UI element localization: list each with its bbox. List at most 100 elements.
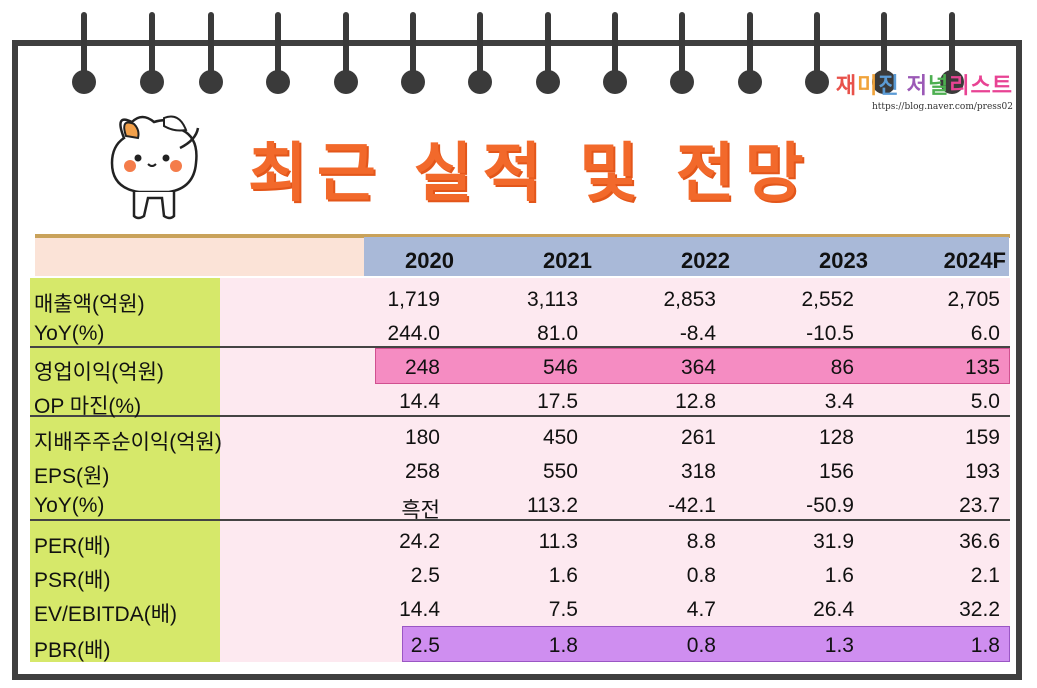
row-label: OP 마진(%)	[34, 395, 142, 418]
table-cell: 2.5	[410, 634, 440, 657]
table-cell: 2.5	[410, 564, 440, 587]
row-label: PSR(배)	[34, 569, 111, 592]
pbr-highlight	[402, 626, 1010, 662]
binder-ring	[70, 12, 98, 107]
row-label: PER(배)	[34, 535, 111, 558]
table-cell: 1.8	[548, 634, 578, 657]
table-row: YoY(%) 흑전 113.2 -42.1 -50.9 23.7	[30, 488, 1010, 522]
binder-ring	[197, 12, 225, 107]
binder-ring	[332, 12, 360, 107]
binder-ring	[466, 12, 494, 107]
table-cell: 550	[542, 460, 578, 483]
binder-ring	[264, 12, 292, 107]
row-label: EV/EBITDA(배)	[34, 603, 178, 626]
table-cell: 261	[680, 426, 716, 449]
table-cell: -50.9	[806, 494, 854, 517]
table-row: EV/EBITDA(배) 14.4 7.5 4.7 26.4 32.2	[30, 592, 1010, 626]
table-row: 지배주주순이익(억원) 180 450 261 128 159	[30, 420, 1010, 454]
table-cell: 2.1	[970, 564, 1000, 587]
table-row: PBR(배) 2.5 1.8 0.8 1.3 1.8	[30, 628, 1010, 662]
table-cell: 546	[542, 356, 578, 379]
table-cell: 1.6	[824, 564, 854, 587]
table-cell: 86	[830, 356, 854, 379]
table-cell: 32.2	[959, 598, 1000, 621]
table-cell: 11.3	[538, 530, 578, 553]
binder-ring	[399, 12, 427, 107]
table-cell: 0.8	[686, 634, 716, 657]
table-cell: -10.5	[806, 322, 854, 345]
watermark-char: 재	[835, 73, 858, 98]
table-cell: 14.4	[399, 390, 440, 413]
row-label: YoY(%)	[34, 322, 105, 345]
watermark-char: 미	[857, 73, 879, 98]
table-row: PSR(배) 2.5 1.6 0.8 1.6 2.1	[30, 558, 1010, 592]
table-cell: 0.8	[686, 564, 716, 587]
row-label: EPS(원)	[34, 465, 110, 488]
table-cell: 3.4	[824, 390, 854, 413]
row-label: PBR(배)	[34, 639, 111, 662]
table-cell: 2,705	[947, 288, 1000, 311]
binder-ring	[601, 12, 629, 107]
table-cell: 156	[818, 460, 854, 483]
watermark-char: 널	[928, 73, 950, 98]
table-header-top-rule	[35, 234, 1010, 238]
binder-ring	[534, 12, 562, 107]
row-label: 영업이익(억원)	[34, 361, 164, 384]
table-cell: 1,719	[387, 288, 440, 311]
table-cell: 450	[542, 426, 578, 449]
table-row: PER(배) 24.2 11.3 8.8 31.9 36.6	[30, 524, 1010, 558]
table-cell: 258	[404, 460, 440, 483]
binder-ring	[938, 12, 966, 107]
table-cell: 5.0	[970, 390, 1000, 413]
page-title: 최근 실적 및 전망	[248, 137, 814, 209]
table-cell: 23.7	[959, 494, 1000, 517]
watermark-url: https://blog.naver.com/press02	[871, 102, 1013, 112]
cat-mascot-icon	[110, 115, 200, 220]
row-label: 매출액(억원)	[34, 293, 145, 316]
binder-ring	[668, 12, 696, 107]
table-cell: 36.6	[959, 530, 1000, 553]
table-row: OP 마진(%) 14.4 17.5 12.8 3.4 5.0	[30, 384, 1010, 418]
row-separator	[30, 346, 1010, 348]
table-cell: 1.3	[824, 634, 854, 657]
watermark-char: 리스트	[949, 73, 1013, 98]
table-cell: 128	[818, 426, 854, 449]
table-row: EPS(원) 258 550 318 156 193	[30, 454, 1010, 488]
year-header: 2024F	[943, 248, 1006, 273]
table-cell: 4.7	[686, 598, 716, 621]
table-row: 매출액(억원) 1,719 3,113 2,853 2,552 2,705	[30, 282, 1010, 316]
table-cell: 318	[680, 460, 716, 483]
table-cell: 14.4	[399, 598, 440, 621]
binder-ring	[138, 12, 166, 107]
watermark-char: 저	[899, 73, 929, 98]
table-cell: 8.8	[686, 530, 716, 553]
row-label: 지배주주순이익(억원)	[34, 431, 222, 454]
watermark: 재미진 저널리스트 https://blog.naver.com/press02	[836, 68, 1013, 112]
table-cell: -8.4	[679, 322, 716, 345]
year-header: 2023	[819, 248, 868, 273]
table-header-years: 2020 2021 2022 2023 2024F	[364, 237, 1009, 276]
table-cell: 흑전	[401, 499, 440, 522]
table-cell: 1.8	[970, 634, 1000, 657]
table-body-background	[220, 278, 1010, 662]
year-header: 2021	[543, 248, 592, 273]
table-cell: 1.6	[548, 564, 578, 587]
watermark-title: 재미진 저널리스트	[836, 68, 1013, 100]
table-cell: 2,552	[801, 288, 854, 311]
table-cell: 24.2	[399, 530, 440, 553]
binder-ring	[803, 12, 831, 107]
table-cell: 180	[404, 426, 440, 449]
year-header: 2020	[405, 248, 454, 273]
binder-ring	[870, 12, 898, 107]
table-cell: 159	[964, 426, 1000, 449]
table-cell: 31.9	[813, 530, 854, 553]
table-cell: 17.5	[537, 390, 578, 413]
binder-ring	[736, 12, 764, 107]
table-cell: 26.4	[813, 598, 854, 621]
table-cell: 3,113	[527, 288, 578, 311]
table-cell: 2,853	[663, 288, 716, 311]
watermark-char: 진	[878, 73, 900, 98]
table-cell: -42.1	[668, 494, 716, 517]
table-cell: 364	[680, 356, 716, 379]
notepad-topbar	[18, 46, 1016, 80]
